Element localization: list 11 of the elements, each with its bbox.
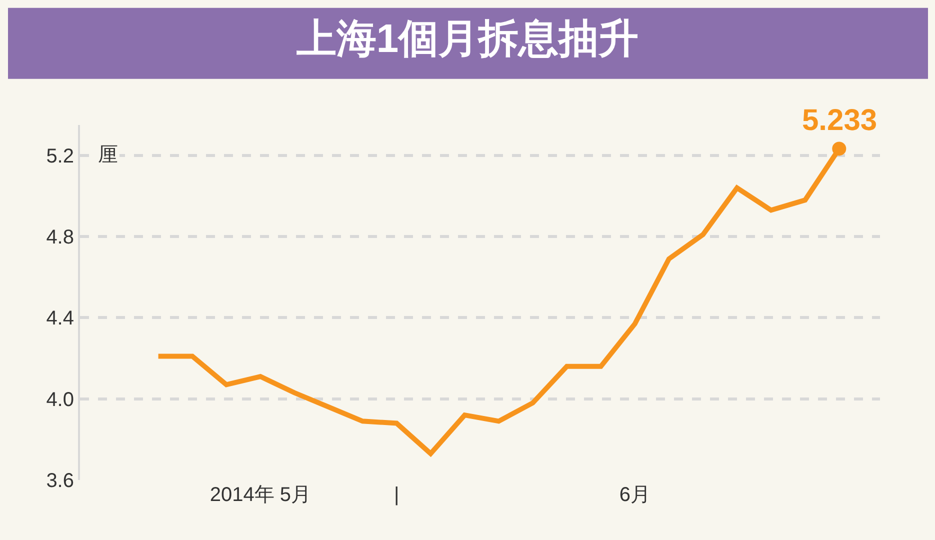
chart-title: 上海1個月拆息抽升 [296,16,639,61]
y-tick-label: 4.8 [46,226,74,249]
y-tick-label: 4.0 [46,388,74,411]
x-tick-label: | [394,484,400,506]
y-axis-title: 厘 [98,144,118,166]
data-label: 5.233 [802,104,878,137]
y-tick-label: 5.2 [46,145,74,168]
x-tick-label: 2014年 5月 [210,484,312,506]
y-tick-label: 4.4 [46,308,74,330]
y-tick-label: 3.6 [46,470,74,492]
x-tick-label: 6月 [619,484,650,506]
